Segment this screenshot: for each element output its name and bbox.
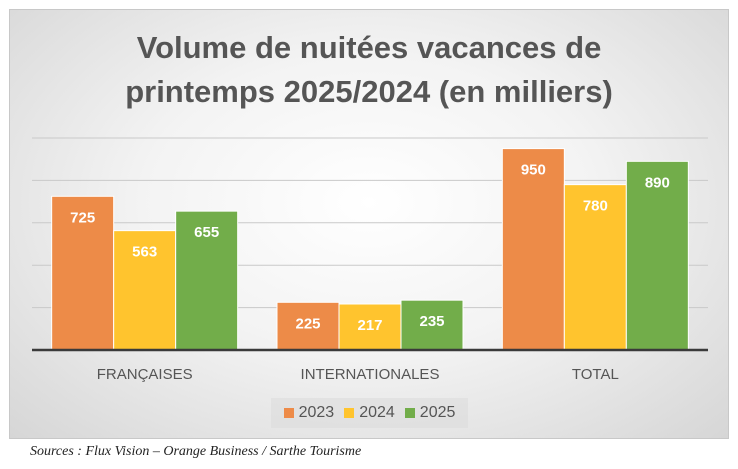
bar-2025 — [175, 210, 239, 351]
bar-2024 — [113, 230, 177, 351]
legend-label: 2024 — [359, 404, 395, 421]
data-label: 235 — [419, 313, 444, 330]
chart-title-line-1: Volume de nuitées vacances de — [136, 30, 602, 65]
data-label: 725 — [70, 209, 95, 226]
bar-2024 — [563, 184, 627, 351]
data-label: 780 — [583, 198, 608, 215]
legend-swatch — [404, 408, 415, 418]
legend-swatch — [283, 408, 294, 418]
data-label: 950 — [521, 162, 546, 179]
data-label: 225 — [295, 315, 320, 332]
category-label: TOTAL — [572, 366, 619, 383]
bar-2023 — [501, 148, 565, 351]
bar-2023 — [51, 195, 115, 351]
legend-swatch — [344, 408, 355, 418]
legend-item-2024: 2024 — [344, 404, 395, 422]
chart-legend: 2023 2024 2025 — [271, 398, 468, 428]
legend-item-2023: 2023 — [283, 404, 335, 422]
chart-title-line-2: printemps 2025/2024 (en milliers) — [125, 74, 613, 109]
category-label: INTERNATIONALES — [301, 366, 440, 383]
source-caption: Sources : Flux Vision – Orange Business … — [30, 444, 362, 459]
bar-2025 — [400, 299, 464, 351]
bar-2025 — [625, 160, 689, 351]
data-label: 563 — [132, 244, 157, 261]
data-label: 890 — [645, 174, 670, 191]
data-label: 655 — [194, 224, 219, 241]
legend-label: 2025 — [419, 404, 456, 421]
data-label: 217 — [357, 317, 382, 334]
legend-item-2025: 2025 — [404, 404, 456, 422]
legend-label: 2023 — [298, 404, 335, 421]
bar-2023 — [276, 301, 340, 351]
chart-title: Volume de nuitées vacances de printemps … — [0, 26, 738, 114]
category-label: FRANÇAISES — [97, 366, 193, 383]
